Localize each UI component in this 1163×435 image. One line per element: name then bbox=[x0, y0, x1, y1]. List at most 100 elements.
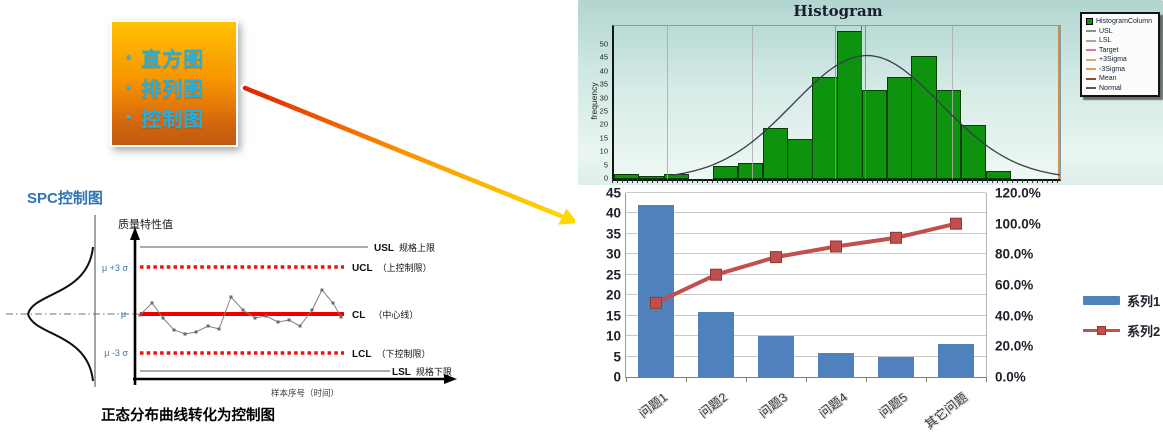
pareto-line-marker bbox=[770, 251, 782, 264]
histogram-bar bbox=[985, 170, 1012, 179]
x-category-label: 问题4 bbox=[816, 390, 851, 421]
legend-label: HistogramColumn bbox=[1096, 18, 1153, 26]
lcl-label: LCL （下控制限） bbox=[352, 348, 430, 360]
ref-line-mean bbox=[860, 26, 862, 179]
pareto-line-path bbox=[655, 221, 957, 305]
pareto-bar bbox=[698, 311, 734, 377]
left-tick-label: 15 bbox=[605, 308, 621, 324]
line-swatch-icon bbox=[1086, 87, 1096, 90]
box-swatch-icon bbox=[1086, 18, 1093, 26]
callout-item-label: 控制图 bbox=[141, 108, 205, 131]
legend-item-series1: 系列1 bbox=[1083, 291, 1161, 310]
right-tick-label: 20.0% bbox=[995, 338, 1034, 354]
sample-data-line bbox=[138, 288, 343, 336]
bullet-icon: • bbox=[126, 48, 133, 66]
pareto-chart: 0 5 10 15 20 25 30 35 40 45 0.0% 20.0% 40.0% 60.0% 80… bbox=[575, 185, 1163, 435]
left-tick-label: 30 bbox=[605, 246, 621, 262]
gridline bbox=[626, 212, 986, 214]
line-swatch-icon bbox=[1086, 30, 1096, 33]
pareto-left-axis: 0 5 10 15 20 25 30 35 40 45 bbox=[579, 186, 621, 385]
histogram-legend: HistogramColumn USL LSL Target +3Sigma -3Sigm… bbox=[1080, 12, 1160, 97]
mu-minus-3sigma-label: μ -3 σ bbox=[104, 348, 128, 358]
y-tick-label: 5 bbox=[603, 160, 608, 170]
histogram-bar bbox=[614, 173, 640, 179]
histogram-title: Histogram bbox=[793, 2, 883, 20]
pareto-line-marker bbox=[890, 231, 902, 244]
line-swatch-icon bbox=[1083, 324, 1120, 337]
pareto-legend: 系列1 系列2 bbox=[1083, 291, 1161, 351]
pareto-line-marker bbox=[950, 217, 962, 230]
legend-item: Target bbox=[1086, 46, 1155, 56]
right-tick-label: 0.0% bbox=[995, 369, 1026, 385]
arrow-graphic bbox=[240, 83, 582, 227]
legend-label: Normal bbox=[1099, 84, 1122, 92]
histogram-y-ticks: 0 5 10 15 20 25 30 35 40 45 50 bbox=[578, 25, 608, 182]
callout-item-label: 直方图 bbox=[141, 48, 205, 71]
pareto-x-labels: 问题1 问题2 问题3 问题4 问题5 其它问题 bbox=[625, 383, 985, 433]
left-tick-label: 0 bbox=[613, 369, 621, 385]
right-tick-label: 60.0% bbox=[995, 277, 1034, 293]
x-tick-mark bbox=[626, 377, 627, 382]
ref-line-target bbox=[834, 26, 837, 179]
line-swatch-icon bbox=[1086, 49, 1096, 52]
control-chart: 质量特性值 USL 规格上限 UCL （上控制限） CL （中心线） LCL （下控制限… bbox=[6, 215, 457, 424]
arrow-shaft bbox=[242, 85, 564, 219]
legend-item-series2: 系列2 bbox=[1083, 321, 1161, 340]
y-tick-label: 45 bbox=[599, 52, 608, 62]
spc-section-label: SPC控制图 bbox=[27, 190, 103, 207]
histogram-bar bbox=[960, 125, 987, 179]
pareto-bar bbox=[818, 352, 854, 377]
legend-item: Mean bbox=[1086, 74, 1155, 84]
pareto-right-axis: 0.0% 20.0% 40.0% 60.0% 80.0% 100.0% 120.0% bbox=[995, 186, 1065, 385]
y-tick-label: 10 bbox=[599, 146, 608, 156]
quality-axis-label: 质量特性值 bbox=[118, 217, 173, 231]
line-swatch-icon bbox=[1086, 39, 1096, 42]
left-tick-label: 45 bbox=[605, 185, 621, 201]
legend-label: Target bbox=[1099, 46, 1119, 54]
gridline bbox=[626, 294, 986, 296]
x-category-label: 问题2 bbox=[696, 390, 731, 421]
x-category-label: 问题5 bbox=[876, 390, 911, 421]
gridline bbox=[626, 335, 986, 337]
normal-curve-path bbox=[671, 54, 1060, 176]
legend-label: 系列1 bbox=[1127, 294, 1161, 309]
line-swatch-icon bbox=[1086, 68, 1096, 71]
y-tick-label: 50 bbox=[599, 39, 608, 49]
pareto-plot bbox=[625, 192, 987, 382]
bar-swatch-icon bbox=[1083, 296, 1120, 305]
left-tick-label: 10 bbox=[605, 328, 621, 344]
gridline bbox=[626, 192, 986, 193]
pareto-line-marker bbox=[710, 268, 722, 281]
legend-label: 系列2 bbox=[1127, 324, 1161, 339]
y-tick-label: 30 bbox=[599, 93, 608, 102]
right-tick-label: 120.0% bbox=[995, 185, 1041, 201]
left-tick-label: 25 bbox=[605, 267, 621, 283]
pareto-bar bbox=[758, 336, 794, 377]
y-tick-label: 35 bbox=[599, 79, 608, 89]
y-axis-arrow-icon bbox=[130, 227, 140, 240]
right-tick-label: 100.0% bbox=[995, 216, 1041, 232]
cl-label: CL （中心线） bbox=[352, 309, 418, 321]
line-swatch-icon bbox=[1086, 77, 1096, 80]
histogram-chart: Histogram frequency 0 5 10 15 20 25 30 35 40 45 50… bbox=[578, 0, 1163, 191]
legend-item: LSL bbox=[1086, 36, 1155, 46]
y-tick-label: 20 bbox=[599, 119, 608, 129]
left-tick-label: 20 bbox=[605, 287, 621, 303]
gridline bbox=[626, 273, 986, 275]
callout-item-label: 排列图 bbox=[141, 78, 205, 101]
legend-item: HistogramColumn bbox=[1086, 17, 1155, 27]
bullet-icon: • bbox=[126, 78, 133, 96]
gridline bbox=[626, 355, 986, 357]
legend-item: +3Sigma bbox=[1086, 55, 1155, 65]
sample-axis-label: 样本序号（时间） bbox=[271, 388, 339, 398]
legend-item: Normal bbox=[1086, 84, 1155, 94]
x-tick-mark bbox=[686, 377, 687, 382]
histogram-plot bbox=[612, 25, 1061, 181]
line-swatch-icon bbox=[1086, 58, 1096, 61]
x-tick-mark bbox=[806, 377, 807, 382]
legend-label: -3Sigma bbox=[1099, 65, 1126, 73]
pareto-line-overlay bbox=[650, 217, 962, 309]
legend-item: USL bbox=[1086, 27, 1155, 37]
bullet-icon: • bbox=[126, 108, 133, 126]
